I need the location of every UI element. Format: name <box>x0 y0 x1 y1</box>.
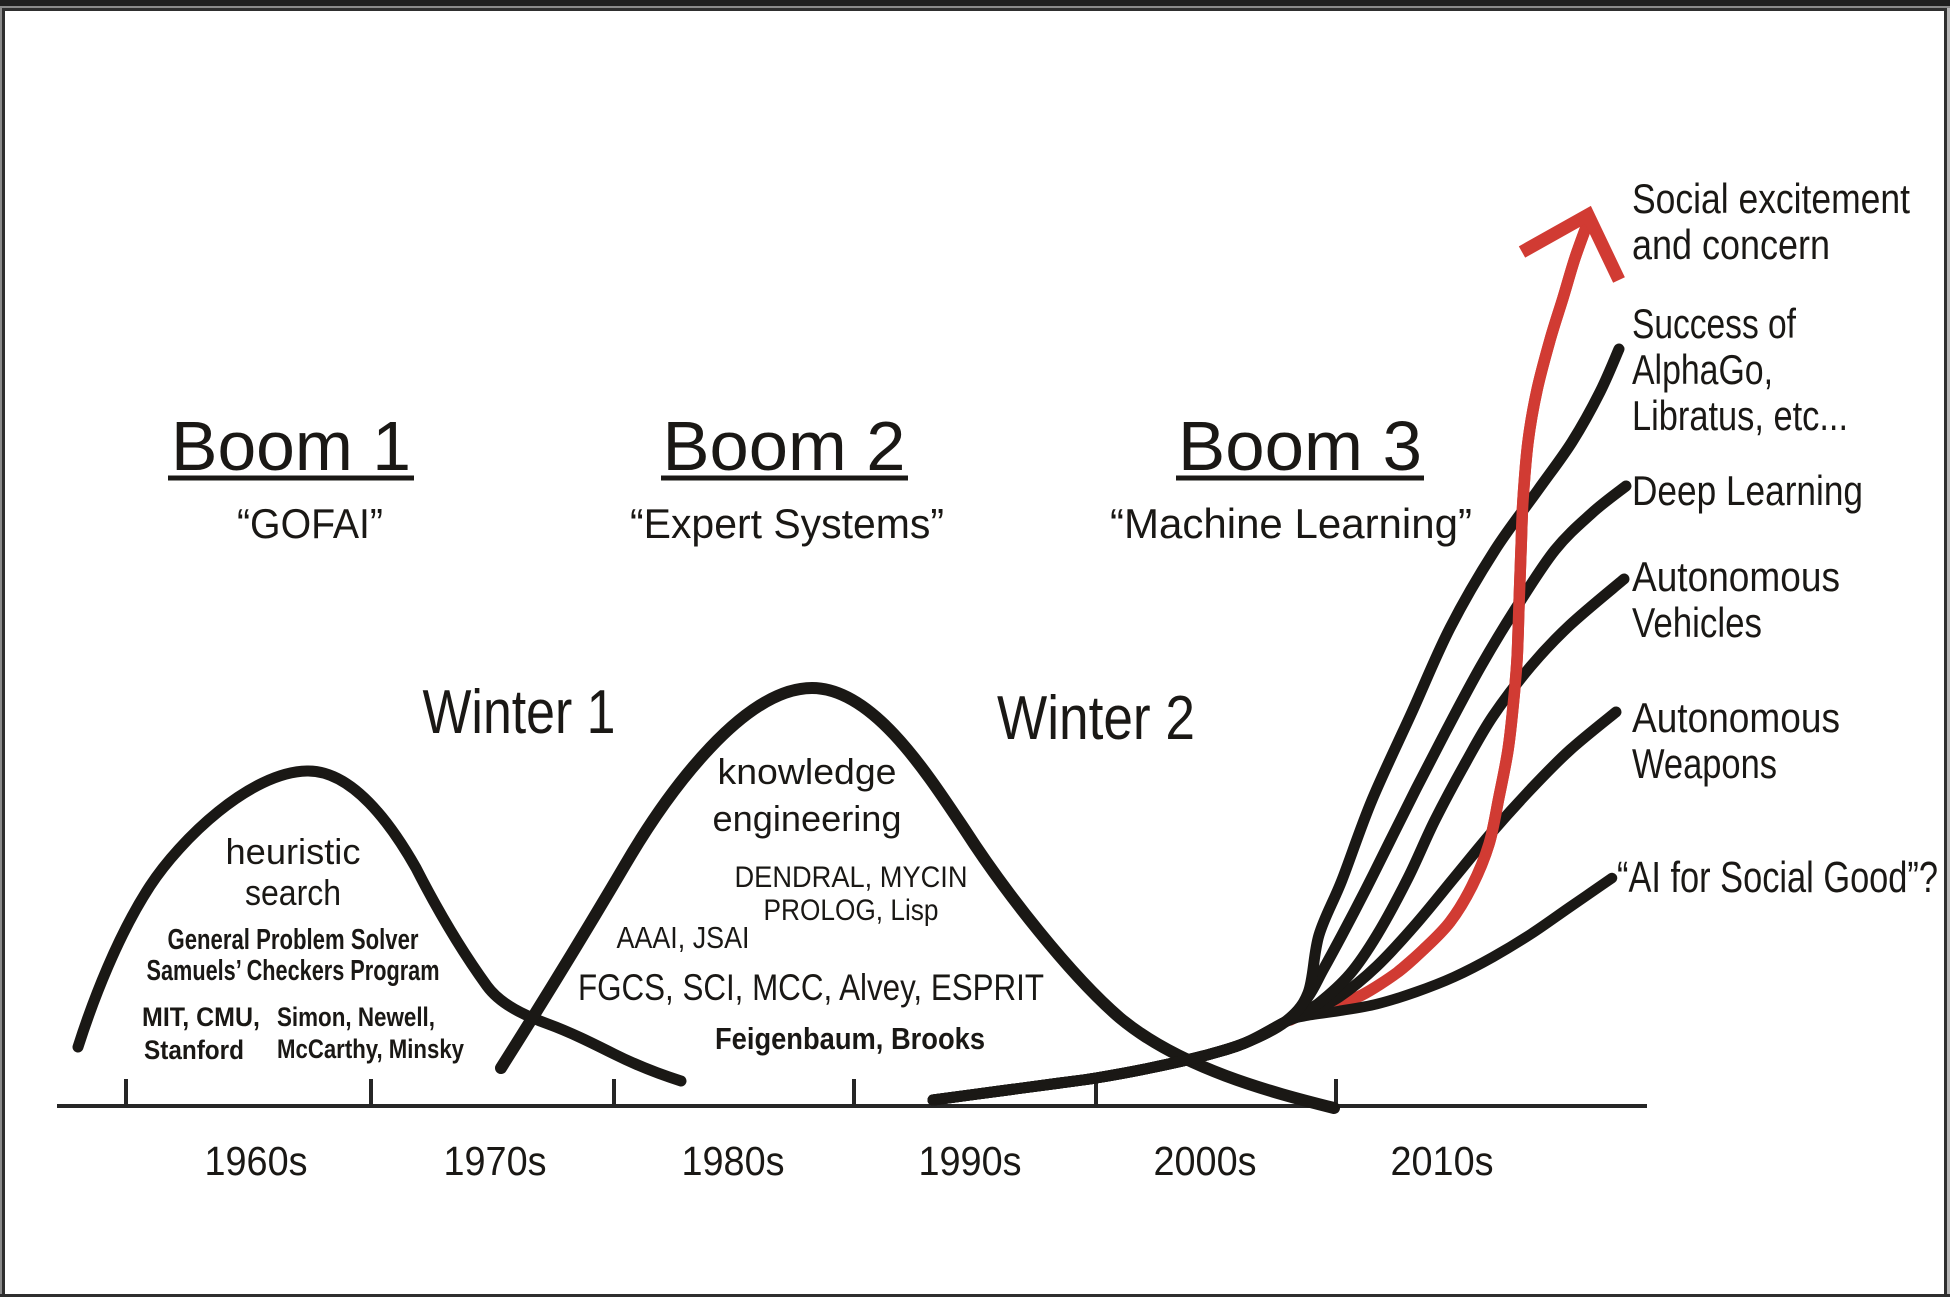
svg-text:Boom 2: Boom 2 <box>663 407 906 485</box>
svg-text:Weapons: Weapons <box>1632 740 1777 787</box>
svg-text:AAAI, JSAI: AAAI, JSAI <box>617 920 750 955</box>
svg-text:Simon, Newell,: Simon, Newell, <box>277 1002 435 1032</box>
svg-text:McCarthy, Minsky: McCarthy, Minsky <box>277 1034 464 1064</box>
svg-text:2000s: 2000s <box>1154 1138 1257 1184</box>
svg-text:knowledge: knowledge <box>718 751 897 792</box>
svg-text:Vehicles: Vehicles <box>1632 599 1762 646</box>
svg-text:Winter 1: Winter 1 <box>423 678 616 747</box>
svg-text:Stanford: Stanford <box>144 1035 244 1065</box>
svg-text:AlphaGo,: AlphaGo, <box>1632 346 1773 393</box>
svg-text:Samuels’ Checkers Program: Samuels’ Checkers Program <box>147 955 440 987</box>
svg-text:MIT, CMU,: MIT, CMU, <box>142 1002 260 1032</box>
svg-text:1970s: 1970s <box>444 1138 547 1184</box>
svg-text:search: search <box>245 872 341 913</box>
svg-text:General Problem Solver: General Problem Solver <box>168 924 419 956</box>
svg-text:Feigenbaum, Brooks: Feigenbaum, Brooks <box>715 1021 985 1056</box>
svg-text:engineering: engineering <box>713 798 902 839</box>
svg-text:“GOFAI”: “GOFAI” <box>237 500 383 547</box>
svg-text:Libratus, etc...: Libratus, etc... <box>1632 392 1848 439</box>
svg-text:1990s: 1990s <box>919 1138 1022 1184</box>
svg-text:Boom 3: Boom 3 <box>1178 407 1422 485</box>
svg-text:1960s: 1960s <box>205 1138 308 1184</box>
svg-text:2010s: 2010s <box>1391 1138 1494 1184</box>
svg-text:Autonomous: Autonomous <box>1632 553 1840 600</box>
svg-text:“AI for Social Good”?: “AI for Social Good”? <box>1617 853 1938 902</box>
svg-text:Autonomous: Autonomous <box>1632 694 1840 741</box>
svg-text:Boom 1: Boom 1 <box>171 407 411 485</box>
svg-text:1980s: 1980s <box>682 1138 785 1184</box>
svg-text:Social excitement: Social excitement <box>1632 175 1910 222</box>
svg-text:FGCS, SCI, MCC, Alvey, ESPRIT: FGCS, SCI, MCC, Alvey, ESPRIT <box>578 967 1044 1008</box>
svg-text:DENDRAL, MYCIN: DENDRAL, MYCIN <box>735 861 968 894</box>
svg-text:Deep Learning: Deep Learning <box>1632 467 1863 514</box>
svg-text:and concern: and concern <box>1632 221 1830 268</box>
svg-text:“Machine Learning”: “Machine Learning” <box>1110 500 1472 547</box>
svg-text:Success of: Success of <box>1632 300 1796 347</box>
svg-text:Winter 2: Winter 2 <box>997 684 1195 753</box>
svg-text:PROLOG, Lisp: PROLOG, Lisp <box>764 894 939 927</box>
svg-text:heuristic: heuristic <box>226 831 361 872</box>
svg-text:“Expert Systems”: “Expert Systems” <box>630 500 944 547</box>
